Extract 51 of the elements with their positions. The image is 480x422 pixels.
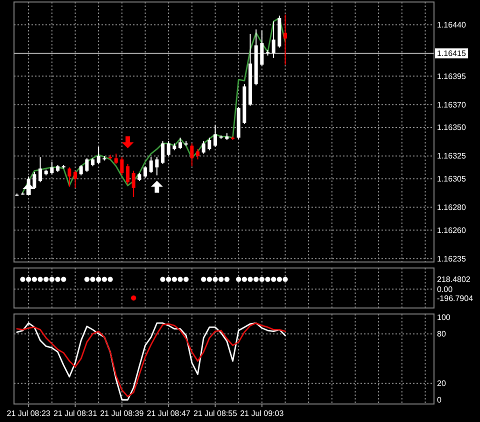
candlestick xyxy=(79,164,83,176)
y-tick-label: 20 xyxy=(437,379,446,388)
y-tick-label: 1.16350 xyxy=(437,123,466,132)
x-tick-label: 21 Jul 08:47 xyxy=(146,409,191,418)
candlestick xyxy=(166,140,170,156)
candlestick xyxy=(272,20,276,58)
y-tick-label: 218.4802 xyxy=(437,275,471,284)
candlestick xyxy=(260,30,264,66)
x-tick-label: 21 Jul 09:03 xyxy=(240,409,284,418)
candlestick xyxy=(114,153,118,164)
candlestick xyxy=(155,156,159,176)
candlestick xyxy=(202,140,206,154)
candlestick xyxy=(161,140,164,164)
candlestick xyxy=(50,161,54,175)
y-tick-label: 1.16395 xyxy=(437,72,466,81)
y-tick-label: 1.16235 xyxy=(437,254,466,264)
candlestick xyxy=(74,170,77,188)
ref-line-label: 1.16415 xyxy=(437,49,466,58)
x-tick-label: 21 Jul 08:31 xyxy=(53,409,98,418)
candlestick xyxy=(190,142,194,167)
x-tick-label: 21 Jul 08:23 xyxy=(6,409,51,418)
point xyxy=(122,136,134,148)
candlestick xyxy=(120,156,124,176)
candlestick xyxy=(214,124,217,148)
candlestick xyxy=(144,166,147,178)
candlestick xyxy=(132,170,136,198)
y-tick-label: 1.16260 xyxy=(437,226,466,235)
candlestick xyxy=(284,14,287,66)
line-series xyxy=(22,17,286,194)
y-tick-label: 1.16280 xyxy=(437,203,466,212)
y-tick-label: 100 xyxy=(437,313,451,322)
candlestick xyxy=(68,166,72,188)
candlestick xyxy=(85,158,89,172)
candlestick xyxy=(196,148,200,160)
candlestick xyxy=(38,156,42,183)
x-tick-label: 21 Jul 08:55 xyxy=(193,409,238,418)
y-tick-label: 1.16370 xyxy=(437,100,466,110)
y-tick-label: -196.7904 xyxy=(437,294,474,303)
point xyxy=(150,180,163,193)
y-tick-label: 0.00 xyxy=(437,284,454,294)
y-tick-label: 1.16305 xyxy=(437,174,466,184)
candlestick xyxy=(96,146,100,164)
x-tick-label: 21 Jul 08:39 xyxy=(100,409,144,418)
y-tick-label: 0 xyxy=(437,396,442,405)
y-tick-label: 80 xyxy=(437,330,446,339)
y-tick-label: 1.16440 xyxy=(437,20,466,30)
candlestick xyxy=(126,163,130,185)
candlestick xyxy=(208,137,212,151)
candlestick xyxy=(149,156,153,174)
candlestick xyxy=(178,137,182,150)
y-tick-label: 1.16325 xyxy=(437,152,466,161)
